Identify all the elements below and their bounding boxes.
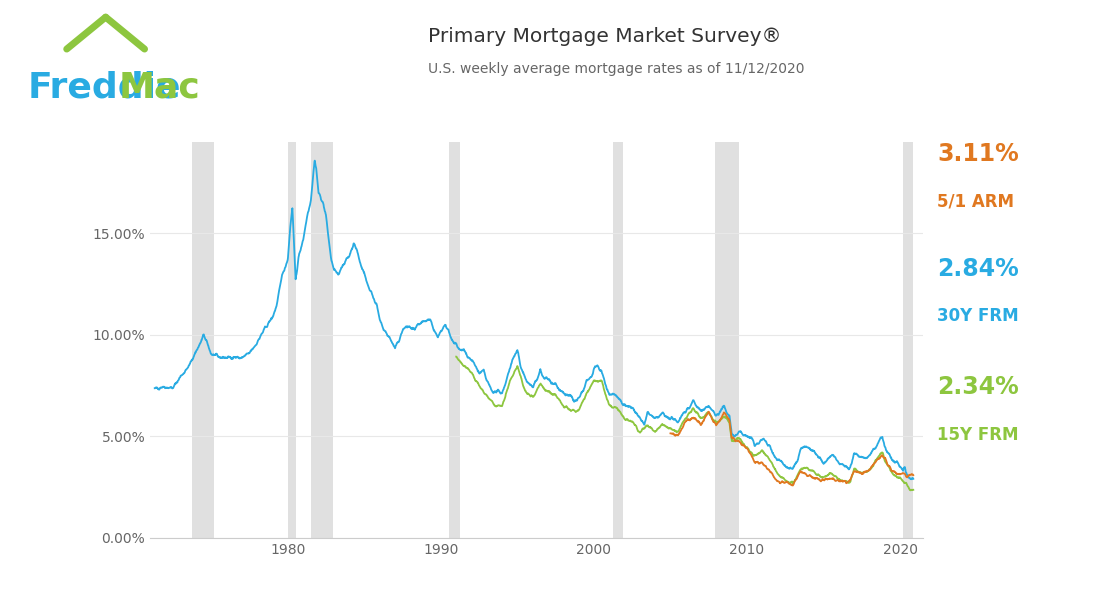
Bar	[715, 142, 739, 538]
Text: 3.11%: 3.11%	[937, 142, 1020, 166]
Text: Primary Mortgage Market Survey®: Primary Mortgage Market Survey®	[428, 27, 782, 46]
Bar	[903, 142, 913, 538]
Bar	[448, 142, 460, 538]
Text: 30Y FRM: 30Y FRM	[937, 307, 1019, 325]
Text: 2.84%: 2.84%	[937, 257, 1020, 281]
Text: 2.34%: 2.34%	[937, 375, 1020, 400]
Bar	[288, 142, 296, 538]
Text: 5/1 ARM: 5/1 ARM	[937, 192, 1014, 210]
Text: U.S. weekly average mortgage rates as of 11/12/2020: U.S. weekly average mortgage rates as of…	[428, 62, 805, 76]
Text: Freddie: Freddie	[28, 70, 181, 105]
Text: Mac: Mac	[119, 70, 200, 105]
Bar	[192, 142, 214, 538]
Bar	[311, 142, 332, 538]
Bar	[613, 142, 624, 538]
Text: 15Y FRM: 15Y FRM	[937, 426, 1019, 443]
